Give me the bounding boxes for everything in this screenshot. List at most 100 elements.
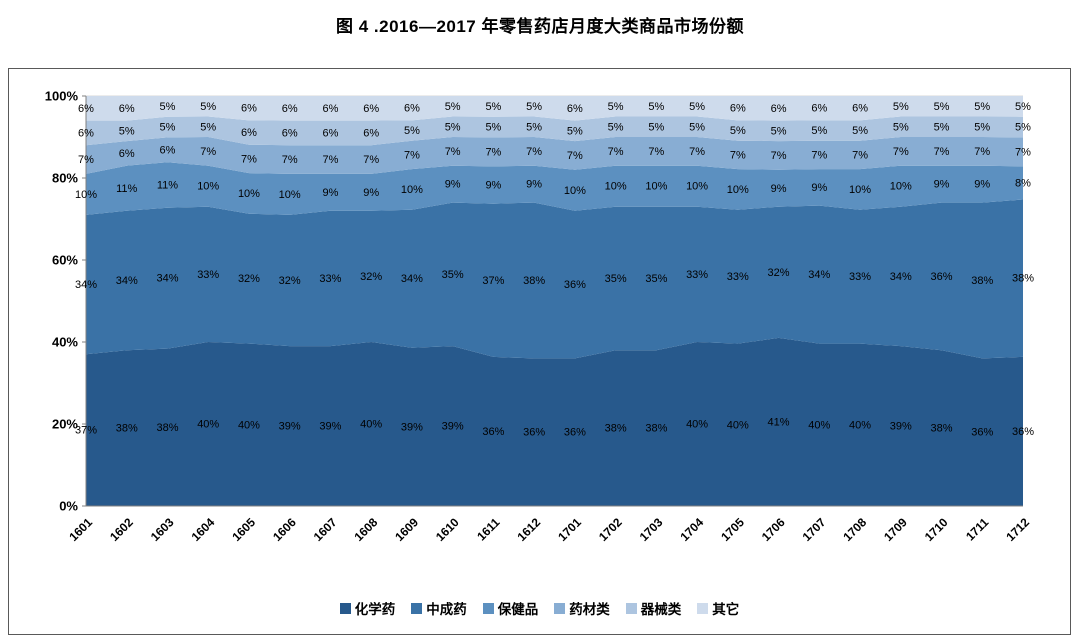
legend-item: 化学药: [339, 598, 395, 618]
data-label: 10%: [645, 181, 667, 193]
data-label: 11%: [116, 183, 137, 195]
data-label: 6%: [322, 103, 338, 115]
legend-swatch-icon: [554, 602, 566, 614]
data-label: 5%: [648, 101, 664, 113]
x-tick-label: 1604: [189, 515, 218, 544]
x-tick-label: 1608: [352, 515, 381, 544]
data-label: 7%: [200, 146, 216, 158]
data-label: 7%: [730, 149, 746, 161]
x-tick-label: 1706: [759, 515, 788, 544]
data-label: 6%: [567, 103, 583, 115]
data-label: 36%: [564, 279, 586, 291]
legend-swatch-icon: [697, 602, 709, 614]
data-label: 5%: [608, 101, 624, 113]
data-label: 5%: [567, 125, 583, 137]
data-label: 34%: [890, 271, 912, 283]
area-series-1: [86, 199, 1023, 359]
data-label: 6%: [404, 103, 420, 115]
data-label: 5%: [689, 101, 705, 113]
data-label: 7%: [282, 154, 298, 166]
legend-item: 中成药: [411, 598, 467, 618]
legend-item: 药材类: [554, 598, 610, 618]
data-label: 40%: [360, 419, 382, 431]
legend-label: 器械类: [640, 602, 682, 617]
data-label: 36%: [564, 427, 586, 439]
legend-label: 中成药: [426, 602, 467, 617]
x-tick-label: 1703: [637, 515, 666, 544]
data-label: 5%: [974, 101, 990, 113]
data-label: 7%: [567, 150, 583, 162]
chart-title: 图 4 .2016—2017 年零售药店月度大类商品市场份额: [336, 17, 744, 36]
legend-label: 保健品: [497, 602, 539, 617]
chart-legend: 化学药 中成药 保健品 药材类 器械类 其它: [9, 598, 1070, 618]
data-label: 9%: [445, 179, 461, 191]
data-label: 5%: [445, 121, 461, 133]
y-tick-label: 40%: [52, 335, 78, 350]
data-label: 38%: [523, 275, 545, 287]
chart-container: 0% 20% 40% 60% 80% 100% 1601 1602 1603 1604 1605 16…: [8, 68, 1071, 635]
data-label: 38%: [605, 423, 627, 435]
data-label: 7%: [771, 150, 787, 162]
data-label: 5%: [119, 125, 135, 137]
x-tick-label: 1711: [963, 515, 992, 544]
data-label: 5%: [648, 121, 664, 133]
data-label: 35%: [605, 273, 627, 285]
data-label: 10%: [197, 181, 219, 193]
x-tick-label: 1610: [433, 515, 462, 544]
data-label: 7%: [404, 149, 420, 161]
data-label: 5%: [934, 101, 950, 113]
data-label: 38%: [931, 423, 953, 435]
data-label: 6%: [78, 127, 94, 139]
x-tick-label: 1606: [270, 515, 299, 544]
data-label: 36%: [523, 427, 545, 439]
data-label: 40%: [197, 419, 219, 431]
data-label: 6%: [241, 127, 257, 139]
data-label: 9%: [811, 182, 827, 194]
data-label: 32%: [279, 275, 301, 287]
data-label: 6%: [160, 144, 176, 156]
x-tick-label: 1712: [1003, 515, 1032, 544]
data-label: 36%: [482, 426, 504, 438]
y-tick-label: 60%: [52, 253, 78, 268]
data-label: 38%: [971, 275, 993, 287]
data-label: 7%: [608, 146, 624, 158]
data-label: 40%: [238, 419, 260, 431]
legend-swatch-icon: [339, 602, 351, 614]
data-label: 6%: [771, 103, 787, 115]
data-label: 9%: [526, 179, 542, 191]
data-label: 7%: [811, 149, 827, 161]
legend-swatch-icon: [625, 602, 637, 614]
legend-label: 药材类: [569, 602, 610, 617]
y-tick-label: 100%: [45, 89, 79, 104]
data-label: 9%: [363, 187, 379, 199]
data-label: 5%: [934, 121, 950, 133]
stacked-area-chart: 0% 20% 40% 60% 80% 100% 1601 1602 1603 1604 1605 16…: [45, 89, 1034, 545]
data-label: 7%: [1015, 146, 1031, 158]
legend-swatch-icon: [482, 602, 494, 614]
data-label: 7%: [485, 146, 501, 158]
data-label: 5%: [1015, 101, 1031, 113]
data-label: 9%: [974, 179, 990, 191]
data-label: 7%: [852, 149, 868, 161]
data-label: 39%: [442, 421, 464, 433]
data-label: 10%: [401, 184, 423, 196]
data-label: 10%: [279, 189, 301, 201]
y-tick-label: 0%: [59, 499, 78, 514]
data-label: 6%: [363, 127, 379, 139]
data-label: 5%: [771, 125, 787, 137]
data-label: 5%: [1015, 122, 1031, 134]
data-label: 7%: [526, 146, 542, 158]
x-tick-label: 1603: [148, 515, 177, 544]
data-label: 39%: [401, 421, 423, 433]
data-label: 41%: [768, 416, 790, 428]
x-tick-label: 1704: [677, 515, 706, 544]
data-label: 34%: [156, 273, 178, 285]
data-label: 6%: [322, 127, 338, 139]
data-label: 33%: [686, 269, 708, 281]
data-label: 6%: [730, 103, 746, 115]
data-label: 40%: [849, 419, 871, 431]
x-tick-label: 1609: [392, 515, 421, 544]
data-label: 7%: [363, 154, 379, 166]
data-label: 38%: [1012, 273, 1034, 285]
